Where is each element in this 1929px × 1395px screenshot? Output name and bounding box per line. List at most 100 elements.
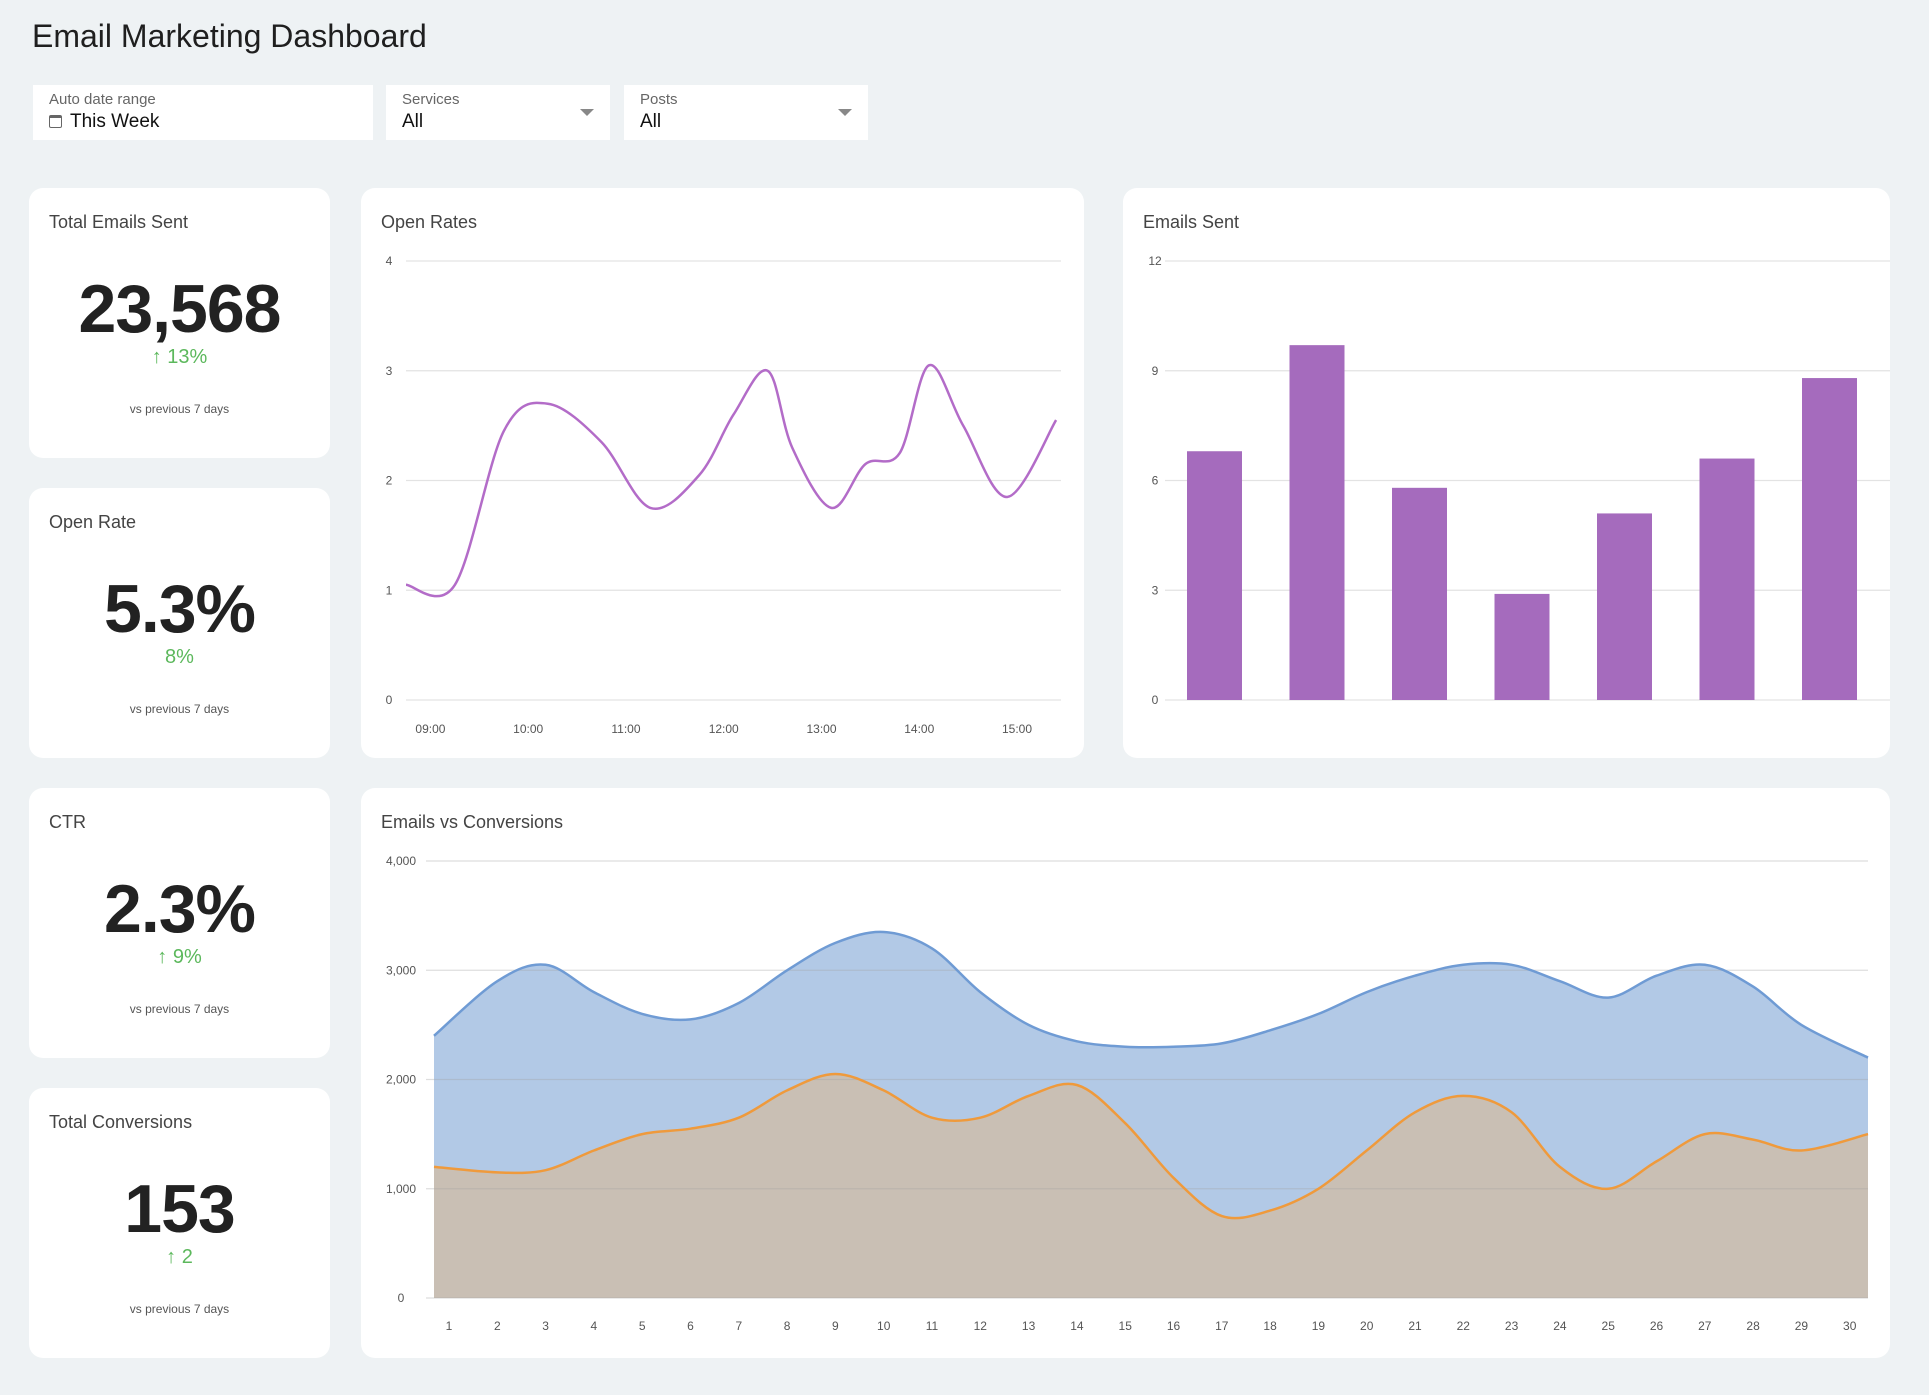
x-tick-label: 30: [1843, 1319, 1857, 1333]
kpi-card-conversions: Total Conversions 153 ↑ 2 vs previous 7 …: [29, 1088, 330, 1358]
kpi-title: Open Rate: [49, 512, 137, 532]
page-title: Email Marketing Dashboard: [32, 18, 427, 54]
date-range-filter[interactable]: Auto date range This Week: [33, 85, 373, 140]
y-tick-label: 1,000: [386, 1182, 416, 1196]
x-tick-label: 15:00: [1002, 722, 1032, 736]
open-rates-card: Open Rates 0 1 2 3 4 09:00 10:00 11:00 12:00 13:0…: [361, 188, 1084, 758]
x-tick-label: 23: [1505, 1319, 1519, 1333]
kpi-card-emails-sent: Total Emails Sent 23,568 ↑ 13% vs previo…: [29, 188, 330, 458]
x-tick-label: 29: [1795, 1319, 1809, 1333]
x-tick-label: 20: [1360, 1319, 1374, 1333]
chevron-down-icon: [838, 109, 852, 116]
posts-value: All: [640, 111, 662, 132]
x-tick-label: 14: [1070, 1319, 1084, 1333]
kpi-delta: ↑ 13%: [29, 346, 330, 369]
services-label: Services: [402, 91, 460, 108]
x-tick-label: 18: [1263, 1319, 1277, 1333]
kpi-note: vs previous 7 days: [129, 1002, 230, 1016]
y-tick-label: 6: [1152, 474, 1159, 488]
y-tick-label: 4: [386, 254, 393, 268]
kpi-value: 5.3%: [104, 571, 256, 647]
chart-title: Emails Sent: [1143, 212, 1240, 232]
emails-sent-chart: 0 3 6 9 12: [1148, 254, 1890, 707]
x-tick-label: 24: [1553, 1319, 1567, 1333]
posts-filter[interactable]: Posts All: [624, 85, 868, 140]
y-tick-label: 0: [386, 693, 393, 707]
date-range-label: Auto date range: [49, 91, 156, 108]
arrow-up-icon: ↑: [166, 1246, 177, 1268]
services-filter[interactable]: Services All: [386, 85, 610, 140]
kpi-value: 2.3%: [104, 871, 256, 947]
kpi-delta: 8%: [29, 646, 330, 669]
kpi-delta-value: 13%: [167, 346, 208, 368]
x-tick-label: 27: [1698, 1319, 1712, 1333]
y-tick-label: 2: [386, 474, 393, 488]
y-tick-label: 3,000: [386, 963, 416, 977]
y-tick-label: 4,000: [386, 854, 416, 868]
x-tick-label: 3: [542, 1319, 549, 1333]
x-tick-label: 17: [1215, 1319, 1229, 1333]
kpi-delta: ↑ 2: [29, 1246, 330, 1269]
x-tick-label: 11: [926, 1319, 939, 1333]
x-tick-label: 5: [639, 1319, 646, 1333]
kpi-card-ctr: CTR 2.3% ↑ 9% vs previous 7 days: [29, 788, 330, 1058]
kpi-title: CTR: [49, 812, 86, 832]
x-tick-label: 09:00: [415, 722, 445, 736]
kpi-card-open-rate: Open Rate 5.3% 8% vs previous 7 days: [29, 488, 330, 758]
x-tick-label: 16: [1167, 1319, 1181, 1333]
bar: [1289, 345, 1345, 700]
kpi-delta-value: 8%: [165, 646, 194, 668]
posts-label: Posts: [640, 91, 678, 108]
conversions-line: [433, 1072, 1869, 1220]
kpi-note: vs previous 7 days: [129, 1302, 230, 1316]
x-tick-label: 7: [735, 1319, 742, 1333]
kpi-value: 153: [124, 1171, 235, 1247]
y-tick-label: 9: [1152, 364, 1159, 378]
y-tick-label: 1: [386, 583, 393, 597]
kpi-title: Total Emails Sent: [49, 212, 189, 232]
x-tick-label: 13:00: [806, 722, 836, 736]
chevron-down-icon: [580, 109, 594, 116]
x-tick-label: 6: [687, 1319, 694, 1333]
bar: [1187, 451, 1242, 700]
kpi-title: Total Conversions: [49, 1112, 193, 1132]
arrow-up-icon: ↑: [157, 946, 168, 968]
x-tick-label: 13: [1022, 1319, 1036, 1333]
open-rates-chart: 0 1 2 3 4 09:00 10:00 11:00 12:00 13:00 14:00 15:00: [386, 254, 1061, 736]
emails-vs-conversions-card: Emails vs Conversions 0 1,000 2,000 3,000 4,…: [361, 788, 1890, 1358]
emails-sent-card: Emails Sent 0 3 6 9 12: [1123, 188, 1890, 758]
x-tick-label: 4: [591, 1319, 598, 1333]
x-tick-label: 8: [784, 1319, 791, 1333]
x-tick-label: 10: [877, 1319, 891, 1333]
kpi-note: vs previous 7 days: [129, 702, 230, 716]
x-tick-label: 28: [1746, 1319, 1760, 1333]
kpi-delta-value: 9%: [172, 946, 202, 968]
y-tick-label: 2,000: [386, 1073, 416, 1087]
x-tick-label: 21: [1408, 1319, 1422, 1333]
bar: [1597, 513, 1652, 700]
x-tick-label: 2: [494, 1319, 501, 1333]
y-tick-label: 3: [1152, 583, 1159, 597]
kpi-note: vs previous 7 days: [129, 402, 230, 416]
date-range-value: This Week: [70, 111, 160, 132]
kpi-value: 23,568: [78, 271, 282, 347]
bar: [1802, 378, 1857, 700]
conversions-area: [434, 1074, 1868, 1298]
bar: [1494, 593, 1550, 700]
kpi-delta-value: 2: [181, 1246, 193, 1268]
arrow-up-icon: ↑: [151, 346, 162, 368]
emails-line: [433, 930, 1869, 1059]
chart-title: Emails vs Conversions: [381, 812, 564, 832]
x-tick-label: 26: [1650, 1319, 1664, 1333]
kpi-delta: ↑ 9%: [29, 946, 330, 969]
x-tick-label: 14:00: [904, 722, 934, 736]
date-range-value-row: This Week: [49, 111, 357, 133]
services-value: All: [402, 111, 424, 132]
x-tick-label: 10:00: [513, 722, 543, 736]
open-rate-line: [405, 364, 1058, 598]
y-tick-label: 3: [386, 364, 393, 378]
bar: [1699, 458, 1755, 700]
x-tick-label: 15: [1119, 1319, 1133, 1333]
x-tick-label: 25: [1602, 1319, 1616, 1333]
